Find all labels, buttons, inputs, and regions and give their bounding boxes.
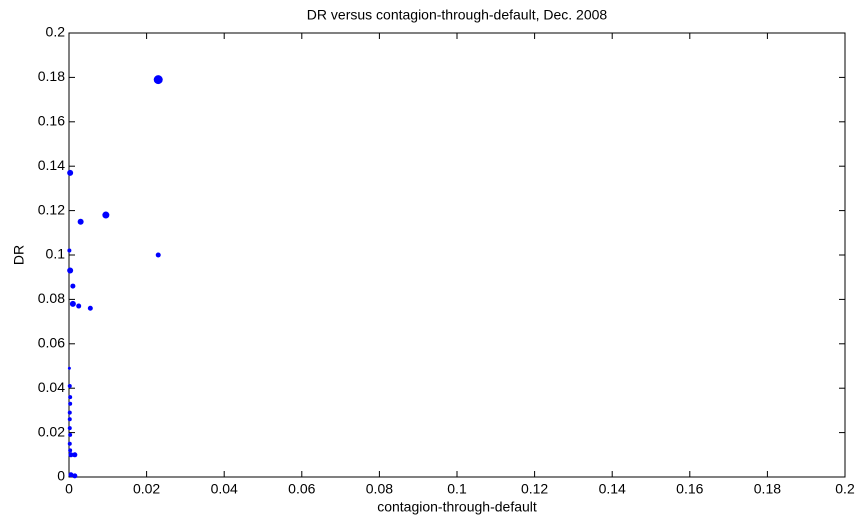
y-tick-label: 0.04 — [38, 379, 65, 395]
y-axis-label: DR — [11, 245, 27, 265]
x-tick-label: 0.2 — [835, 481, 855, 497]
point — [67, 267, 74, 274]
chart-title: DR versus contagion-through-default, Dec… — [307, 7, 608, 23]
point — [155, 252, 161, 258]
point — [87, 305, 93, 311]
point — [67, 417, 72, 422]
x-axis-label: contagion-through-default — [377, 499, 537, 515]
point — [68, 401, 73, 406]
point — [72, 473, 78, 479]
point — [72, 452, 78, 458]
point — [153, 75, 163, 85]
point — [102, 211, 110, 219]
point — [67, 441, 72, 446]
point — [70, 283, 76, 289]
x-tick-label: 0.06 — [288, 481, 315, 497]
y-tick-label: 0.02 — [38, 423, 65, 439]
x-tick-label: 0.18 — [754, 481, 781, 497]
y-tick-label: 0.2 — [46, 24, 66, 40]
y-tick-label: 0.12 — [38, 201, 65, 217]
y-tick-label: 0.1 — [46, 246, 66, 262]
x-tick-label: 0.12 — [521, 481, 548, 497]
axes-box — [68, 32, 846, 478]
y-tick-label: 0.08 — [38, 290, 65, 306]
point — [69, 300, 76, 307]
point — [68, 432, 73, 437]
y-tick-label: 0.16 — [38, 113, 65, 129]
point — [67, 383, 72, 388]
x-tick-label: 0.16 — [676, 481, 703, 497]
point — [67, 248, 72, 253]
x-tick-label: 0.02 — [133, 481, 160, 497]
point — [77, 218, 84, 225]
point — [68, 452, 74, 458]
point — [68, 395, 73, 400]
x-tick-label: 0.14 — [599, 481, 626, 497]
point — [76, 303, 82, 309]
y-tick-label: 0.06 — [38, 335, 65, 351]
point — [68, 472, 74, 478]
x-tick-label: 0.04 — [211, 481, 238, 497]
y-tick-label: 0.18 — [38, 68, 65, 84]
point — [67, 366, 71, 370]
point — [67, 426, 72, 431]
point — [68, 448, 73, 453]
y-tick-label: 0 — [57, 468, 65, 484]
point — [67, 169, 74, 176]
point — [67, 410, 72, 415]
x-tick-label: 0.1 — [447, 481, 467, 497]
y-tick-label: 0.14 — [38, 157, 65, 173]
x-tick-label: 0 — [65, 481, 73, 497]
x-tick-label: 0.08 — [366, 481, 393, 497]
